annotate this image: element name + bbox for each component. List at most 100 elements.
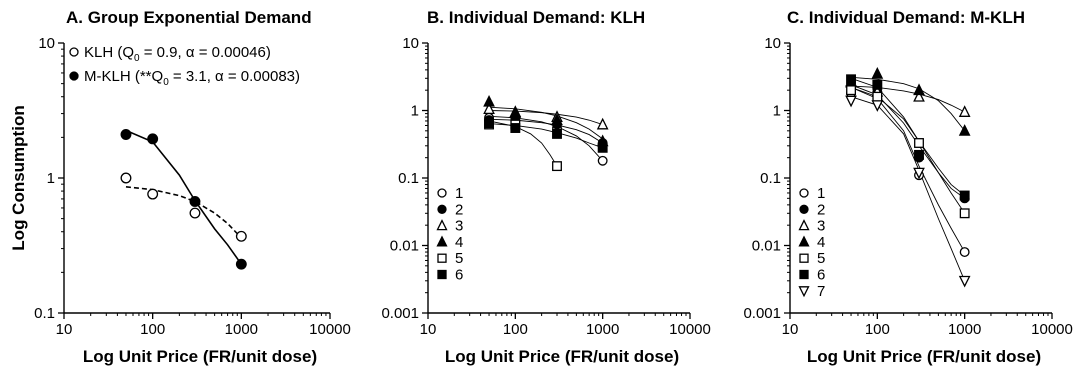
legend-label: 1	[817, 185, 825, 202]
fit-curve-2	[489, 118, 603, 144]
legend-marker	[799, 204, 809, 214]
data-point	[846, 85, 856, 96]
fit-curve-5	[850, 86, 966, 214]
x-tick-label: 1000	[948, 321, 981, 338]
data-point	[959, 190, 970, 201]
data-point	[552, 161, 562, 172]
data-point	[913, 89, 925, 102]
data-point	[959, 208, 970, 219]
panel-title: A. Group Exponential Demand	[66, 8, 312, 27]
data-point	[913, 83, 925, 96]
y-tick-label: 0.1	[398, 170, 419, 187]
panel-title: B. Individual Demand: KLH	[427, 8, 645, 27]
data-point	[120, 172, 132, 184]
x-axis-label: Log Unit Price (FR/unit dose)	[445, 347, 679, 366]
legend-label: 2	[817, 201, 825, 218]
legend-marker	[437, 204, 447, 214]
data-point	[509, 105, 522, 117]
x-tick-label: 100	[140, 321, 165, 338]
legend-label: 6	[817, 267, 825, 284]
legend-marker	[69, 71, 79, 81]
data-point	[846, 74, 856, 85]
data-point	[510, 123, 521, 133]
data-point	[551, 113, 563, 126]
panel-c: C. Individual Demand: M-KLH 10 100 1000 1000…	[743, 8, 1072, 366]
legend-label: 6	[455, 267, 463, 284]
legend-label: 5	[817, 250, 825, 267]
x-tick-label: 10000	[309, 321, 351, 338]
fit-curve-1	[850, 86, 966, 253]
data-point	[483, 102, 495, 115]
data-point	[552, 128, 562, 139]
legend-marker	[799, 253, 809, 263]
data-point	[872, 91, 883, 102]
y-tick-label: 10	[764, 35, 781, 52]
fit-curve-5	[488, 120, 558, 167]
fit-curve-KLH	[125, 186, 242, 239]
fit-curve-6	[850, 77, 965, 196]
y-tick-label: 10	[38, 35, 55, 52]
x-tick-label: 10	[56, 321, 73, 338]
x-tick-label: 1000	[225, 321, 258, 338]
x-tick-label: 1000	[586, 321, 619, 338]
legend-label: 3	[817, 218, 825, 235]
data-point	[189, 207, 201, 219]
legend-label: 3	[455, 218, 463, 235]
data-point	[958, 275, 971, 288]
panel-a: A. Group Exponential Demand 10 100 1000 1000…	[9, 8, 351, 366]
data-point	[597, 155, 608, 166]
data-point	[147, 133, 159, 145]
data-point	[596, 117, 609, 130]
data-point	[189, 196, 201, 207]
legend-marker	[69, 47, 79, 57]
legend-label: 1	[455, 185, 463, 202]
legend-marker	[436, 219, 448, 231]
legend-marker	[437, 188, 447, 198]
data-point	[871, 100, 884, 112]
x-tick-label: 10	[782, 321, 799, 338]
x-tick-label: 10000	[1031, 321, 1073, 338]
data-point	[235, 230, 247, 242]
x-tick-label: 10000	[669, 321, 711, 338]
x-tick-label: 100	[503, 321, 528, 338]
y-tick-label: 0.001	[743, 305, 781, 322]
y-tick-label: 0.01	[390, 238, 419, 255]
panel-b: B. Individual Demand: KLH 10 100 1000 10000 0…	[381, 8, 710, 366]
data-point	[483, 94, 495, 107]
legend-marker	[437, 253, 447, 263]
data-point	[958, 105, 971, 117]
legend-marker	[799, 269, 809, 280]
legend-marker	[798, 219, 810, 231]
x-tick-label: 10	[420, 321, 437, 338]
panel-title: C. Individual Demand: M-KLH	[787, 8, 1025, 27]
legend-marker	[799, 188, 809, 198]
y-axis-label: Log Consumption	[9, 105, 28, 250]
y-tick-label: 10	[402, 35, 419, 52]
data-point	[959, 247, 970, 257]
data-point	[120, 129, 132, 140]
data-point	[914, 149, 924, 160]
x-axis-label: Log Unit Price (FR/unit dose)	[83, 347, 317, 366]
data-point	[871, 67, 884, 79]
y-tick-label: 1	[47, 170, 55, 187]
data-point	[597, 142, 608, 153]
fit-curve-3	[851, 85, 965, 113]
data-point	[958, 124, 971, 136]
data-point	[147, 188, 159, 200]
y-tick-label: 0.01	[752, 238, 781, 255]
legend-marker	[798, 286, 810, 298]
legend-marker	[436, 235, 448, 247]
legend-label: M-KLH (**Q0 = 3.1, α = 0.00083)	[84, 68, 300, 88]
x-axis-label: Log Unit Price (FR/unit dose)	[807, 347, 1041, 366]
y-tick-label: 1	[411, 103, 419, 120]
legend-label: 4	[817, 234, 825, 251]
y-tick-label: 1	[773, 103, 781, 120]
data-point	[913, 167, 925, 180]
data-point	[235, 258, 247, 270]
data-point	[914, 138, 924, 148]
legend-label: 2	[455, 201, 463, 218]
y-tick-label: 0.001	[381, 305, 419, 322]
data-point	[845, 95, 857, 108]
legend-marker	[798, 235, 810, 247]
